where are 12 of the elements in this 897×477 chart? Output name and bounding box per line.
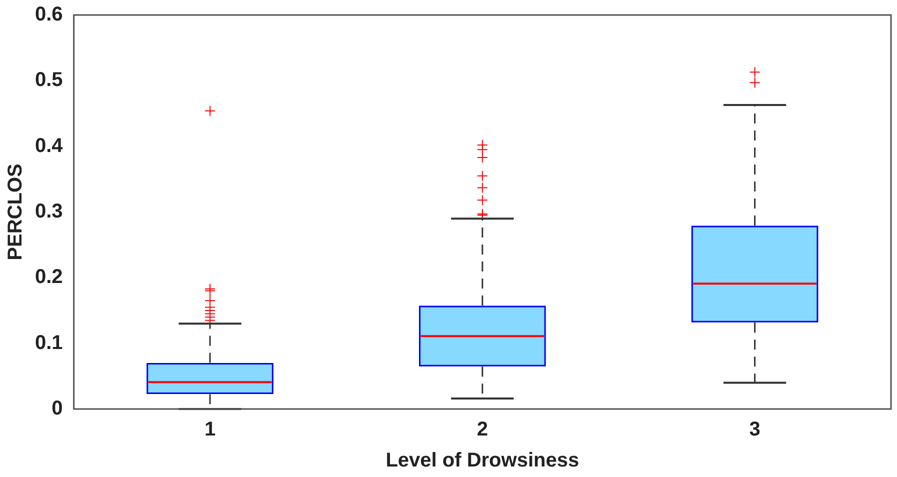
y-tick-label: 0.5 [34,69,63,92]
y-tick-label: 0 [52,398,63,420]
x-axis-title: Level of Drowsiness [386,450,580,472]
y-tick-label: 0.3 [34,200,63,223]
y-tick-label: 0.6 [34,4,63,26]
x-tick-label: 1 [204,418,216,441]
x-tick-label: 3 [749,418,760,441]
y-axis-title: PERCLOS [4,164,27,260]
x-tick-label: 2 [476,418,488,441]
y-tick-label: 0.4 [34,134,64,157]
y-tick-label: 0.2 [34,266,63,288]
y-tick-label: 0.1 [34,332,63,354]
